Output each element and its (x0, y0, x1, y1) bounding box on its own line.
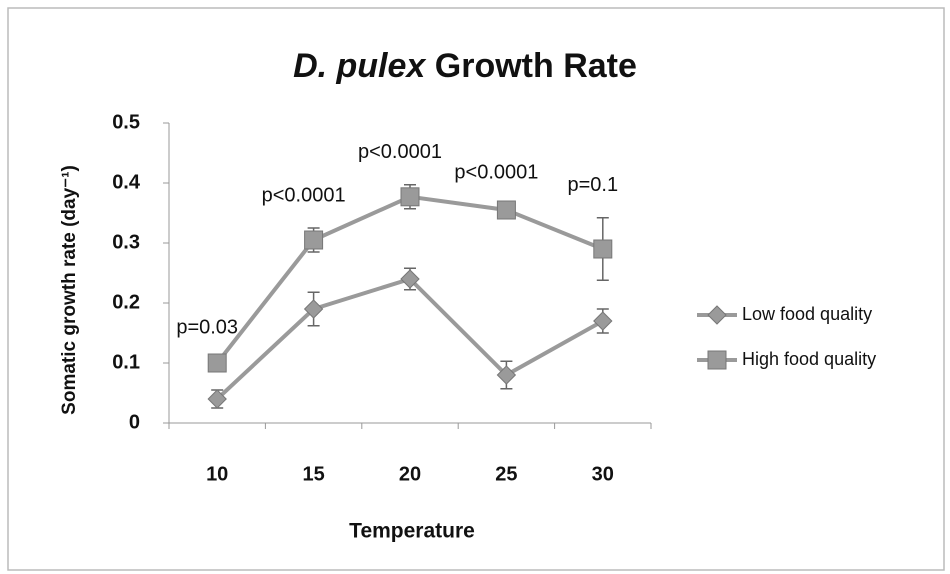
x-tick-label: 30 (592, 463, 614, 485)
title-italic: D. pulex (293, 47, 427, 85)
marker (496, 200, 516, 220)
y-tick-label: 0.5 (112, 111, 140, 133)
marker (593, 311, 613, 331)
marker (593, 239, 613, 259)
marker (207, 389, 227, 409)
marker (304, 230, 324, 250)
annotation: p<0.0001 (262, 184, 346, 206)
marker (707, 305, 727, 325)
chart-title: D. pulex Growth Rate (293, 47, 637, 85)
y-tick-label: 0.1 (112, 351, 140, 373)
marker (400, 269, 420, 289)
marker (707, 350, 727, 370)
title-rest: Growth Rate (435, 47, 637, 85)
marker (496, 365, 517, 385)
annotation: p<0.0001 (358, 141, 442, 163)
y-tick-label: 0.2 (112, 291, 140, 313)
marker (400, 187, 420, 207)
x-tick-label: 10 (206, 463, 228, 485)
y-tick-label: 0 (129, 411, 140, 433)
x-tick-label: 25 (495, 463, 517, 485)
y-tick-label: 0.4 (112, 171, 141, 193)
x-tick-label: 15 (302, 463, 324, 485)
annotation: p<0.0001 (454, 161, 538, 183)
y-tick-label: 0.3 (112, 231, 140, 253)
annotation: p=0.1 (567, 174, 618, 196)
marker (303, 299, 324, 319)
legend-label: High food quality (742, 349, 876, 369)
x-tick-label: 20 (399, 463, 421, 485)
y-axis-label: Somatic growth rate (day⁻¹) (59, 165, 80, 415)
x-axis-label: Temperature (349, 520, 475, 543)
marker (207, 353, 227, 373)
chart-frame (7, 7, 945, 571)
legend-label: Low food quality (742, 304, 872, 324)
annotation: p=0.03 (176, 316, 238, 338)
